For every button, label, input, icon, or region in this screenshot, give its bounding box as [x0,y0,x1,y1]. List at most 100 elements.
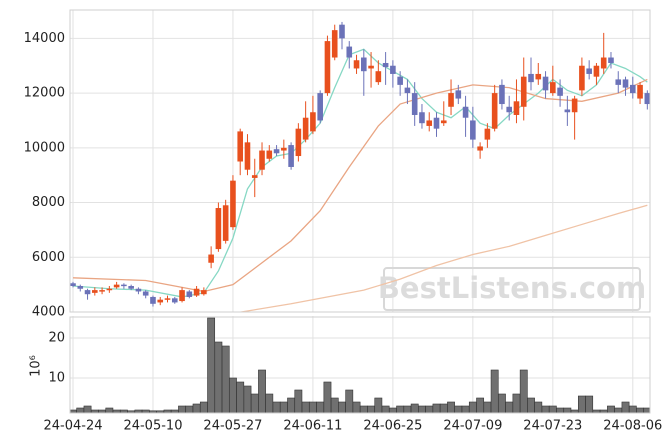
candle-body [571,98,578,113]
candle-body [113,284,120,288]
candle-body [106,288,113,291]
candle-body [397,76,403,85]
x-tick-label: 24-05-10 [123,419,182,434]
candle-body [164,298,171,300]
volume-bar [236,381,245,413]
y-tick-label: 14000 [24,31,65,46]
volume-frame [69,316,651,414]
candle-body [353,60,360,69]
candle-body [520,76,527,107]
candle-body [281,147,287,151]
candle-body [411,93,418,115]
volume-bar [636,407,644,413]
volume-bar [498,393,506,413]
volume-bar [272,401,281,413]
y-tick-label: 8000 [32,195,65,210]
y-tick-label: 4000 [32,305,65,320]
volume-bar [425,405,434,413]
moving-average [237,204,648,312]
volume-bar [461,405,470,413]
volume-bar [512,393,521,413]
candle-body [375,71,382,83]
candle-body [142,291,149,296]
x-tick-label: 24-08-06 [603,419,662,434]
candle-body [201,290,207,295]
candle-body [208,254,214,263]
candle-body [157,299,164,303]
candle-body [368,65,374,69]
volume-bar [403,405,412,413]
candle-body [608,57,614,63]
volume-bar [439,403,448,413]
volume-bar [199,401,208,413]
candle-body [622,79,629,88]
candle-body [579,65,585,91]
candle-body [135,288,142,292]
volume-plot [70,317,650,413]
volume-bar [250,393,259,413]
x-tick-label: 24-07-23 [523,419,582,434]
volume-bar [476,397,485,413]
candle-body [499,84,505,105]
volume-bar [243,385,252,413]
candle-body [230,180,236,228]
moving-average [72,48,648,298]
labels: 4000 6000 8000 10000 12000 14000 10 20 24-04-24 2… [24,31,663,434]
candle-body [273,149,280,154]
volume-bar [447,401,455,413]
volume-bar [628,405,637,413]
y-tick-label: 10 [48,371,65,386]
volume-bar [345,389,354,413]
y-tick-label: 12000 [24,86,65,101]
candle-body [455,90,462,99]
candle-body [77,286,84,289]
candle-body [92,290,98,293]
volume-bar [585,395,594,413]
candle-body [506,106,512,113]
candle-body [535,73,542,80]
candle-body [542,76,549,91]
candle-body [121,284,127,287]
candle-body [586,68,592,74]
volume-bar [410,403,419,413]
candle-body [593,65,600,77]
candle-body [361,57,367,72]
price-frame [69,9,651,313]
volume-bar [396,405,405,413]
x-tick-label: 24-04-24 [43,419,102,434]
candle-body [484,128,491,140]
volume-bar [534,401,543,413]
volume-bar [352,401,361,413]
volume-bar [323,381,332,413]
volume-bar [607,405,615,413]
moving-average [72,78,648,293]
volume-bar [577,395,586,413]
candle-body [615,79,622,85]
volume-bar [483,401,492,413]
candle-body [237,131,244,162]
volume-bar [207,317,216,413]
volume-bar [468,401,477,413]
volume-bar [192,403,201,413]
volume-bar [301,401,310,413]
volume-bar [490,369,499,413]
volume-bar [643,407,650,413]
candle-body [426,120,433,126]
candle-body [528,73,534,83]
candle-body [244,142,251,170]
volume-bar [418,405,426,413]
candle-body [491,93,498,129]
y-tick-label: 10000 [24,140,65,155]
volume-bar [614,407,623,413]
x-tick-label: 24-07-09 [443,419,502,434]
candle-body [266,150,273,159]
volume-bar [105,407,114,413]
volume-bar [374,397,383,413]
volume-bar [527,397,535,413]
candle-body [310,112,316,132]
candle-body [433,117,440,129]
candle-body [600,57,607,69]
candle-body [302,117,309,140]
volume-bar [548,405,557,413]
